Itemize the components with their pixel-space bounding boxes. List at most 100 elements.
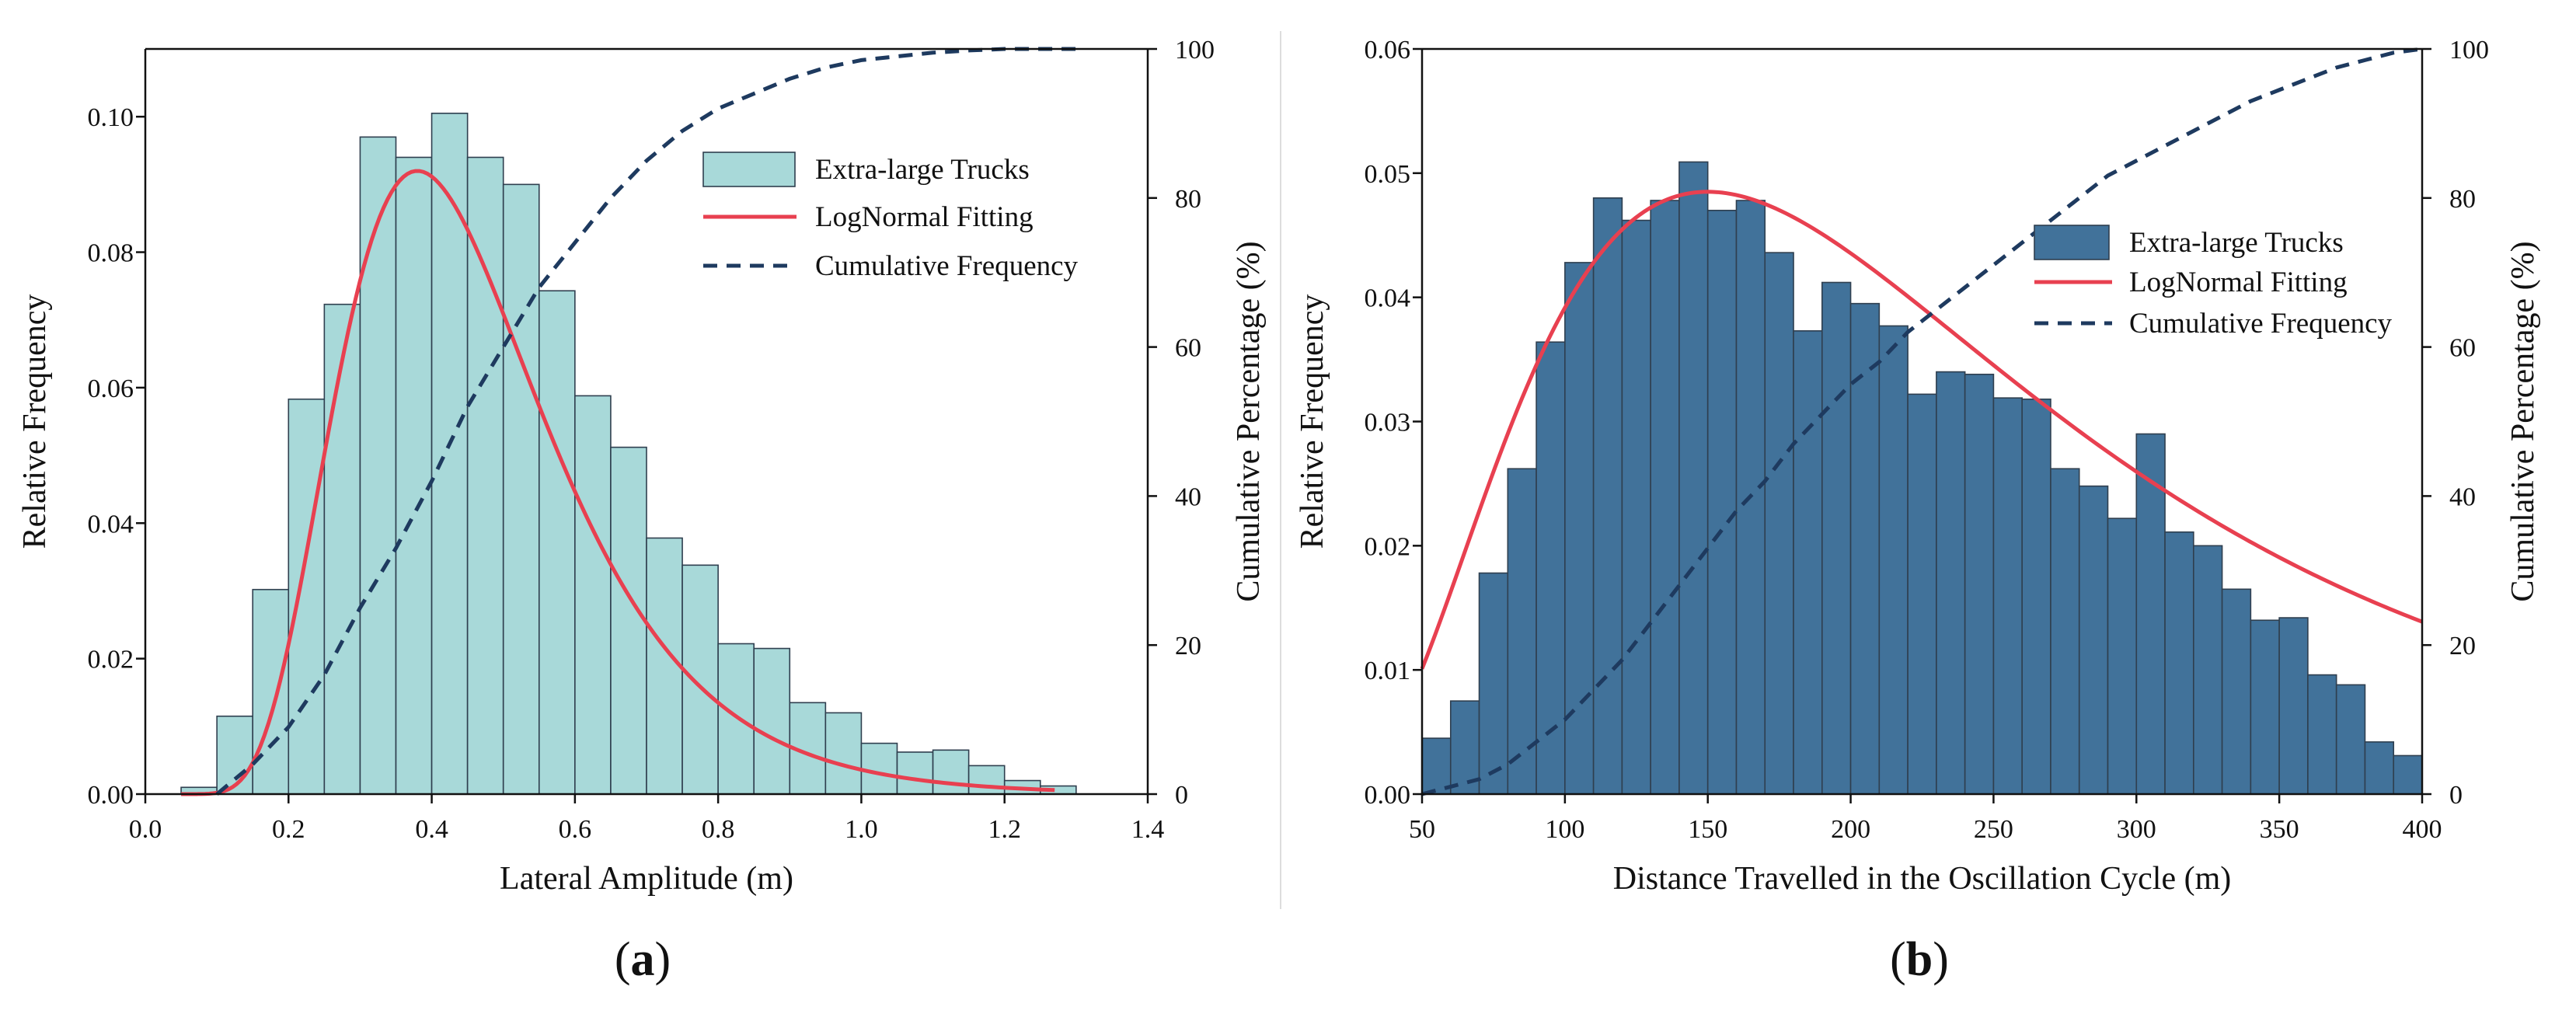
y-tick-label: 0.03 — [1365, 409, 1411, 437]
histogram-bar — [216, 715, 254, 795]
histogram-bar — [2335, 684, 2366, 795]
y-tick-label: 0.04 — [1365, 284, 1411, 313]
x-axis-label: Distance Travelled in the Oscillation Cy… — [1613, 861, 2232, 897]
y2-axis-label: Cumulative Percentage (%) — [1231, 241, 1267, 601]
histogram-bar — [2135, 433, 2166, 795]
histogram-bar — [610, 446, 647, 795]
y-tick-label: 0.08 — [88, 239, 134, 268]
histogram-bar — [753, 647, 791, 795]
y2-tick-label: 20 — [1175, 632, 1201, 660]
histogram-bar — [2393, 754, 2423, 795]
chart-panel-b: 50 100 150 200 250 300 350 4000.000.010.020.030… — [1295, 36, 2541, 897]
y2-tick-label: 80 — [1175, 185, 1201, 214]
histogram-bar — [2221, 588, 2252, 795]
x-tick-label: 300 — [2117, 815, 2156, 844]
histogram-bar — [717, 643, 755, 795]
histogram-bar — [1964, 373, 1995, 795]
x-tick-label: 0.6 — [559, 815, 592, 844]
x-tick-label: 100 — [1545, 815, 1584, 844]
x-tick-label: 250 — [1974, 815, 2013, 844]
histogram-bar — [2164, 531, 2194, 795]
y-tick-label: 0.04 — [88, 510, 134, 538]
x-tick-label: 350 — [2260, 815, 2299, 844]
histogram-bar — [1992, 397, 2023, 795]
histogram-bar — [1793, 330, 1823, 795]
x-tick-label: 0.8 — [702, 815, 735, 844]
histogram-bar — [1564, 262, 1595, 795]
y2-tick-label: 20 — [2449, 632, 2476, 660]
cumulative-frequency-curve — [215, 47, 1076, 796]
histogram-bar — [1535, 341, 1566, 795]
lognormal-fit-curve — [181, 169, 1055, 796]
histogram-bar — [2050, 468, 2080, 795]
histogram-bar — [2193, 545, 2223, 795]
y2-tick-label: 0 — [2449, 781, 2463, 810]
y-tick-label: 0.02 — [1365, 532, 1411, 561]
legend-label: LogNormal Fitting — [2129, 267, 2348, 298]
x-tick-label: 1.4 — [1131, 815, 1165, 844]
y-tick-label: 0.00 — [88, 781, 134, 810]
y-tick-label: 0.05 — [1365, 160, 1411, 189]
y2-tick-label: 60 — [1175, 334, 1201, 363]
histogram-bar — [1678, 161, 1709, 795]
histogram-bar — [646, 537, 683, 795]
legend-label: Cumulative Frequency — [2129, 308, 2393, 340]
y2-axis-label: Cumulative Percentage (%) — [2505, 241, 2541, 601]
x-tick-label: 0.4 — [415, 815, 448, 844]
y2-tick-label: 60 — [2449, 334, 2476, 363]
histogram-bar — [323, 303, 361, 795]
histogram-bar — [574, 395, 612, 795]
chart-panel-a: 0.0 0.2 0.4 0.6 0.8 1.0 1.2 1.4 0.00 0.02 0.04 0.06… — [17, 36, 1267, 897]
histogram-bar — [1821, 281, 1852, 795]
histogram-bar — [2107, 517, 2138, 795]
legend-swatch-bars — [2034, 225, 2110, 260]
y2-tick-label: 0 — [1175, 781, 1188, 810]
histogram-bar — [681, 564, 719, 795]
x-tick-label: 1.2 — [988, 815, 1021, 844]
y2-tick-label: 80 — [2449, 185, 2476, 214]
panel-label-b: (b) — [1890, 933, 1949, 986]
histogram-bar — [1936, 371, 1966, 795]
cumulative-frequency-curve — [1421, 47, 2423, 796]
histogram-bar — [2278, 617, 2309, 795]
x-tick-label: 0.0 — [129, 815, 162, 844]
legend-label: Cumulative Frequency — [815, 250, 1079, 282]
y2-tick-label: 100 — [2449, 36, 2489, 64]
histogram-bar — [1706, 209, 1738, 795]
histogram-bar — [538, 290, 576, 795]
y-tick-label: 0.10 — [88, 103, 134, 132]
histogram-bar — [932, 749, 970, 795]
x-tick-label: 1.0 — [845, 815, 878, 844]
histogram-bar — [430, 113, 469, 795]
legend-swatch-bars — [702, 152, 796, 187]
y2-tick-label: 100 — [1175, 36, 1215, 64]
histogram-bar — [824, 712, 863, 795]
y-tick-label: 0.00 — [1365, 781, 1411, 810]
x-tick-label: 150 — [1688, 815, 1727, 844]
y2-tick-label: 40 — [2449, 483, 2476, 511]
y2-tick-label: 40 — [1175, 483, 1201, 511]
panel-label-a: (a) — [615, 933, 671, 986]
histogram-bar — [896, 751, 934, 795]
y-axis-label: Relative Frequency — [1295, 294, 1330, 549]
y-tick-label: 0.01 — [1365, 657, 1411, 685]
histogram-bar — [359, 136, 397, 795]
histogram-bar — [502, 183, 540, 795]
histogram-bar — [1907, 393, 1937, 795]
histogram-bar — [1849, 302, 1881, 795]
histogram-bar — [1592, 197, 1623, 795]
x-axis-label: Lateral Amplitude (m) — [500, 861, 793, 897]
legend-label: LogNormal Fitting — [815, 201, 1034, 233]
histogram-bar — [395, 156, 433, 795]
histogram-bar — [1621, 219, 1651, 795]
x-tick-label: 400 — [2403, 815, 2442, 844]
histogram-bar — [2021, 398, 2051, 795]
histogram-bar — [967, 765, 1006, 795]
histogram-bar — [288, 398, 326, 795]
histogram-bar — [252, 588, 290, 795]
histogram-bar — [2307, 674, 2337, 795]
histogram-bar — [1421, 737, 1452, 795]
lognormal-fit-curve — [1420, 190, 2423, 670]
histogram-bar — [2250, 619, 2280, 795]
y-tick-label: 0.06 — [88, 375, 134, 403]
